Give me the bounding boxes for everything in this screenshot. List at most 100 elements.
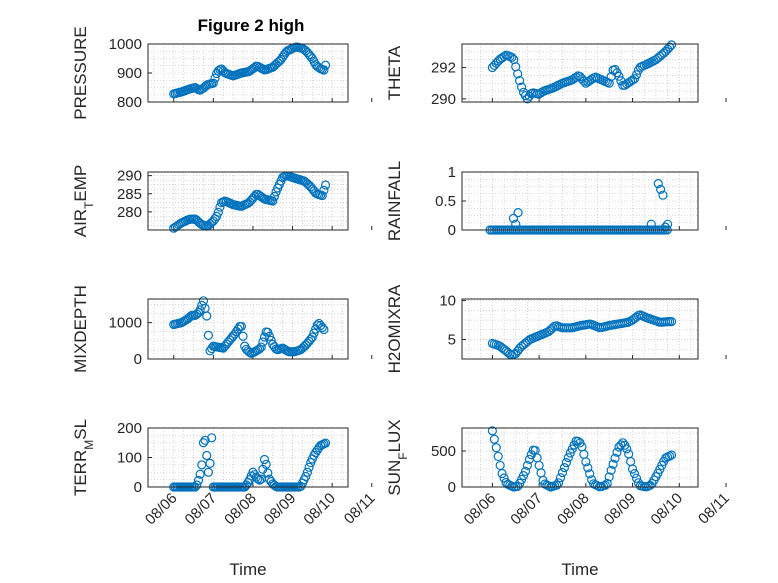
data-point [581, 457, 591, 467]
y-tick-label: 0.5 [435, 193, 456, 210]
data-point [304, 462, 314, 472]
axes-frame [461, 171, 699, 231]
data-point [317, 322, 327, 333]
x-axis-label: Time [561, 560, 598, 579]
data-point [213, 207, 223, 217]
y-tick-label: 0 [134, 351, 142, 368]
data-point [656, 184, 666, 194]
data-point [631, 473, 642, 483]
subplot-2: 290 292 THETA [385, 40, 727, 108]
data-point [202, 450, 212, 461]
data-point [585, 469, 595, 479]
data-point [653, 179, 663, 189]
data-point [606, 465, 616, 475]
data-point [559, 463, 570, 473]
axes-frame [147, 43, 349, 103]
data-point [508, 213, 519, 223]
data-point [195, 469, 205, 479]
data-point [297, 343, 308, 353]
data-point [602, 478, 612, 489]
data-point [320, 438, 331, 448]
data-series [487, 310, 677, 360]
data-point [302, 467, 313, 477]
data-point [205, 458, 215, 468]
data-point [513, 69, 523, 79]
data-point [552, 480, 562, 490]
data-point [666, 40, 677, 50]
axes-frame [461, 298, 699, 360]
x-axis-label: Time [229, 560, 266, 579]
grid [148, 428, 348, 487]
y-tick-label: 0 [448, 222, 456, 239]
data-point [203, 220, 213, 231]
grid [148, 299, 348, 359]
data-point [302, 179, 313, 189]
y-tick-label: 290 [431, 91, 456, 108]
data-point [518, 471, 529, 481]
data-point [251, 472, 261, 482]
y-tick-label: 285 [117, 186, 142, 203]
data-point [263, 468, 273, 478]
data-point [202, 311, 212, 321]
data-point [319, 185, 329, 195]
y-axis-label: RAINFALL [385, 161, 404, 241]
data-point [311, 447, 321, 458]
data-point [205, 219, 215, 229]
data-point [268, 196, 278, 206]
data-point [203, 330, 213, 340]
data-series [487, 426, 677, 492]
axes-frame [147, 171, 349, 231]
y-tick-label: 800 [117, 94, 142, 111]
data-point [516, 82, 527, 92]
data-point [660, 222, 670, 232]
data-point [520, 466, 531, 477]
y-tick-label: 1 [448, 164, 456, 181]
grid [148, 172, 348, 230]
y-axis-label: THETA [385, 45, 404, 100]
data-point [197, 300, 207, 310]
y-axis-label: PRESSURE [71, 26, 90, 120]
subplot-1: 800 900 1000 PRESSURE [71, 26, 373, 120]
data-point [604, 78, 614, 88]
data-point [317, 190, 327, 201]
data-point [320, 180, 331, 190]
data-point [515, 75, 525, 86]
data-point [646, 219, 656, 229]
y-axis-label: MIXDEPTH [71, 285, 90, 373]
data-point [497, 468, 507, 479]
data-point [583, 463, 593, 473]
subplot-5: 0 1000 MIXDEPTH [71, 285, 373, 373]
data-point [192, 480, 202, 490]
y-tick-label: 1000 [109, 36, 142, 53]
y-axis-label: SUNFLUX [385, 419, 410, 495]
data-point [236, 321, 246, 332]
data-point [610, 453, 620, 463]
data-point [296, 345, 306, 355]
data-point [193, 308, 204, 318]
data-point [269, 191, 280, 202]
data-point [306, 51, 316, 62]
subplot-4: 0 0.5 1 RAINFALL [385, 161, 727, 241]
data-point [256, 342, 266, 352]
data-point [666, 450, 677, 460]
data-point [563, 453, 573, 463]
data-point [301, 471, 311, 482]
y-tick-label: 292 [431, 60, 456, 77]
data-point [231, 326, 242, 337]
axes-frame [147, 298, 349, 360]
y-tick-label: 290 [117, 168, 142, 185]
grid [462, 172, 698, 230]
data-point [203, 467, 213, 477]
y-axis-label: H2OMIXRA [385, 284, 404, 373]
y-tick-label: 280 [117, 204, 142, 221]
data-point [207, 433, 217, 443]
data-point [299, 341, 309, 352]
data-point [193, 475, 204, 485]
data-point [614, 71, 624, 81]
data-point [312, 320, 322, 330]
data-point [612, 447, 622, 457]
data-point [269, 61, 280, 71]
y-tick-label: 900 [117, 65, 142, 82]
data-point [663, 219, 673, 229]
